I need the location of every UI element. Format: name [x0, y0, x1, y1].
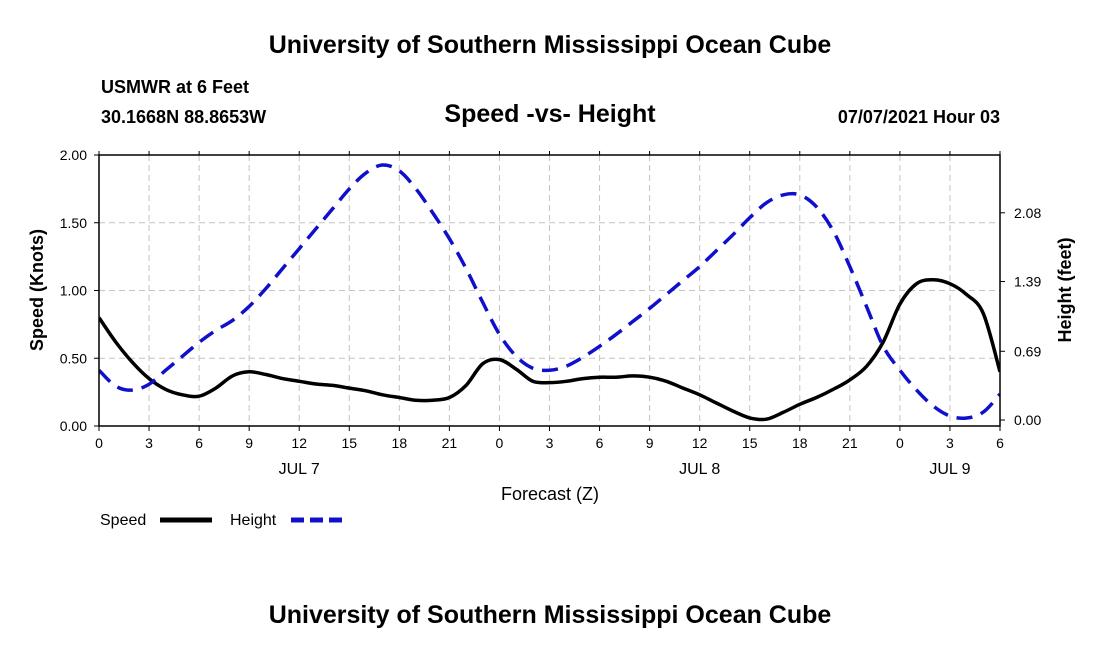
legend-label-speed: Speed — [100, 512, 146, 529]
station-label: USMWR at 6 Feet — [101, 77, 250, 97]
y-left-tick-label: 1.50 — [60, 215, 87, 231]
day-label: JUL 8 — [679, 461, 720, 478]
x-tick-label: 6 — [596, 435, 604, 451]
x-tick-label: 15 — [341, 435, 357, 451]
x-tick-label: 3 — [546, 435, 554, 451]
series-line-height — [99, 163, 1000, 421]
chart-title: Speed -vs- Height — [444, 100, 656, 128]
series-line-speed — [99, 277, 1000, 422]
y-right-tick-label: 0.69 — [1014, 343, 1041, 359]
page-title-bottom: University of Southern Mississippi Ocean… — [268, 601, 832, 629]
legend: Speed Height — [100, 512, 343, 529]
y-right-tick-label: 2.08 — [1014, 205, 1041, 221]
x-tick-label: 9 — [245, 435, 253, 451]
x-tick-label: 18 — [792, 435, 808, 451]
y-axis-left-label: Speed (Knots) — [27, 229, 47, 351]
y-left-tick-label: 2.00 — [60, 147, 87, 163]
ticks: 0 3 6 9 12 15 18 21 0 3 6 9 12 15 18 21 0 3 6 JUL 7 JUL 8 JUL… — [60, 147, 1042, 478]
x-tick-label: 21 — [842, 435, 858, 451]
y-left-tick-label: 1.00 — [60, 283, 87, 299]
x-tick-label: 15 — [742, 435, 758, 451]
x-tick-label: 0 — [496, 435, 504, 451]
legend-label-height: Height — [230, 512, 277, 529]
x-tick-label: 0 — [896, 435, 904, 451]
coords-label: 30.1668N 88.8653W — [101, 107, 267, 127]
datetime-label: 07/07/2021 Hour 03 — [837, 107, 1000, 127]
x-tick-label: 12 — [692, 435, 708, 451]
y-right-tick-label: 0.00 — [1014, 412, 1041, 428]
x-tick-label: 21 — [442, 435, 458, 451]
day-label: JUL 7 — [279, 461, 320, 478]
series-layer — [99, 163, 1000, 422]
y-right-tick-label: 1.39 — [1014, 274, 1041, 290]
x-tick-label: 9 — [646, 435, 654, 451]
x-tick-label: 12 — [291, 435, 307, 451]
y-left-tick-label: 0.00 — [60, 418, 87, 434]
x-tick-label: 3 — [946, 435, 954, 451]
x-tick-label: 18 — [392, 435, 408, 451]
x-tick-label: 6 — [195, 435, 203, 451]
day-label: JUL 9 — [929, 461, 970, 478]
grid — [99, 155, 1000, 426]
y-axis-right-label: Height (feet) — [1055, 238, 1075, 343]
page-title-top: University of Southern Mississippi Ocean… — [268, 31, 832, 59]
x-tick-label: 0 — [95, 435, 103, 451]
y-left-tick-label: 0.50 — [60, 350, 87, 366]
x-tick-label: 6 — [996, 435, 1004, 451]
x-tick-label: 3 — [145, 435, 153, 451]
x-axis-label: Forecast (Z) — [501, 484, 599, 504]
